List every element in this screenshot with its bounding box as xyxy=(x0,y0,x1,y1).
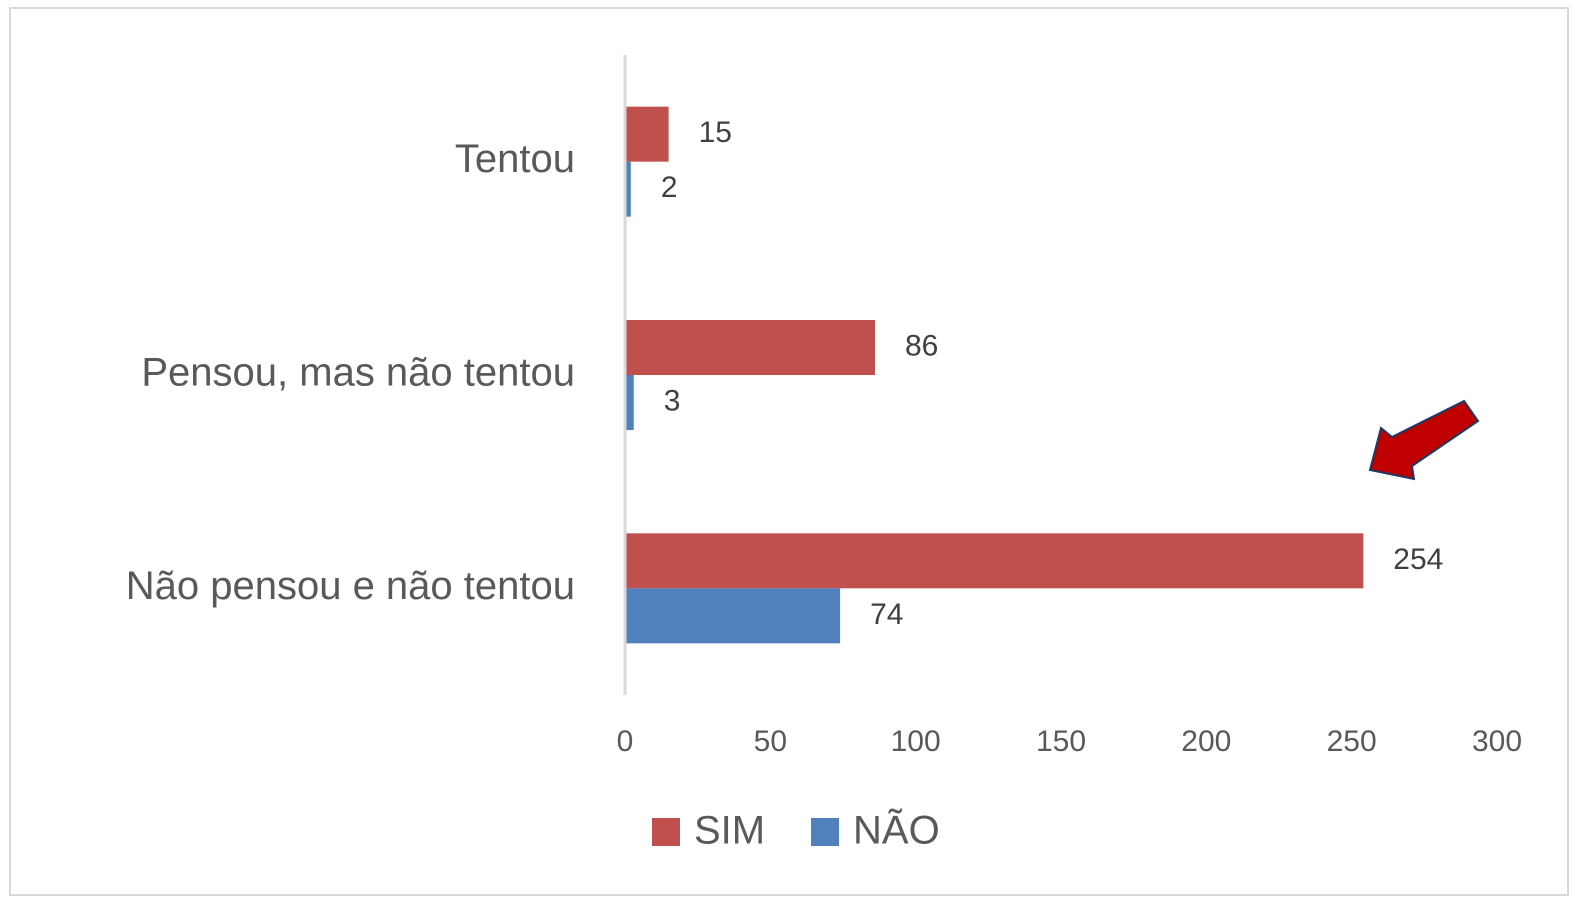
data-label: 3 xyxy=(664,384,681,417)
legend-swatch xyxy=(811,818,839,846)
category-label: Tentou xyxy=(455,137,575,181)
data-label: 15 xyxy=(699,116,732,149)
x-tick-label: 150 xyxy=(1036,725,1086,758)
category-label: Não pensou e não tentou xyxy=(126,564,575,608)
data-label: 74 xyxy=(870,598,903,631)
bar xyxy=(625,106,669,162)
x-tick-label: 0 xyxy=(617,725,634,758)
chart-border xyxy=(9,7,1569,896)
data-label: 86 xyxy=(905,329,938,362)
arrow xyxy=(1368,399,1480,481)
legend-label: SIM xyxy=(694,809,765,853)
category-label: Pensou, mas não tentou xyxy=(141,351,575,395)
x-tick-label: 50 xyxy=(754,725,787,758)
bar xyxy=(625,161,631,217)
legend-label: NÃO xyxy=(853,808,940,853)
x-tick-label: 300 xyxy=(1472,725,1522,758)
data-label: 254 xyxy=(1393,543,1443,576)
bar xyxy=(625,533,1364,589)
data-label: 2 xyxy=(661,171,678,204)
legend-swatch xyxy=(652,818,680,846)
bar xyxy=(625,320,875,375)
bar xyxy=(625,375,634,430)
x-tick-label: 250 xyxy=(1327,725,1377,758)
x-tick-label: 200 xyxy=(1181,725,1231,758)
x-tick-label: 100 xyxy=(891,725,941,758)
bar xyxy=(625,588,841,644)
